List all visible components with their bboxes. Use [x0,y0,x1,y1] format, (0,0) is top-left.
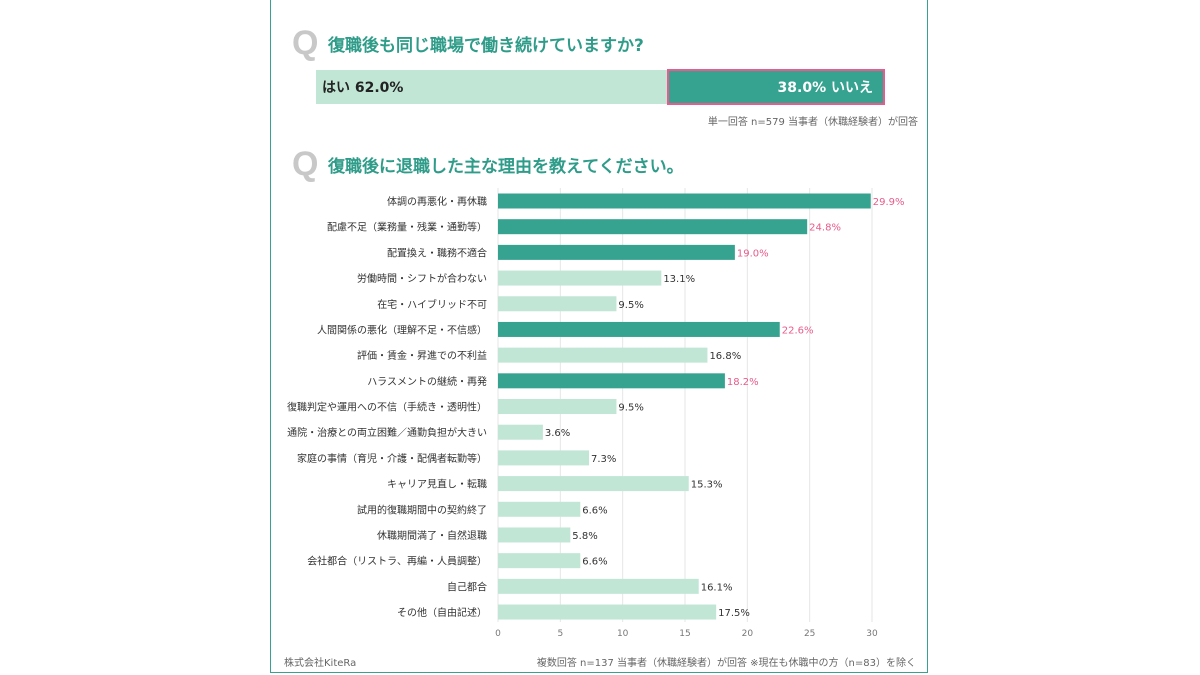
value-label: 9.5% [618,403,643,414]
bar [498,527,571,543]
value-label: 6.6% [582,505,607,516]
value-label: 6.6% [582,557,607,568]
bar [498,501,581,517]
x-tick-label: 20 [742,629,754,639]
yes-bar: はい 62.0% [316,70,667,104]
no-bar: 38.0% いいえ [667,69,885,105]
question-2-header: Q 復職後に退職した主な理由を教えてください。 [292,145,684,184]
category-label: 自己都合 [447,580,487,593]
bar [498,219,808,235]
category-label: 人間関係の悪化（理解不足・不信感） [317,323,487,336]
value-label: 22.6% [782,325,814,336]
question-1-header: Q 復職後も同じ職場で働き続けていますか? [292,24,644,63]
category-label: 通院・治療との両立困難／通勤負担が大きい [287,426,487,439]
category-label: キャリア見直し・転職 [387,478,487,491]
bar [498,373,725,389]
category-label: ハラスメントの継続・再発 [367,375,487,388]
value-label: 17.5% [718,608,750,619]
bar [498,424,543,440]
question-2-note: 複数回答 n=137 当事者（休職経験者）が回答 ※現在も休職中の方（n=83）… [536,658,916,669]
question-2-title: 復職後に退職した主な理由を教えてください。 [328,157,684,177]
category-label: 会社都合（リストラ、再編・人員調整） [307,555,487,568]
value-label: 19.0% [737,248,769,259]
value-label: 16.1% [701,582,733,593]
category-label: 労働時間・シフトが合わない [357,272,487,285]
q-icon: Q [292,145,319,183]
x-tick-label: 5 [557,629,563,639]
bar [498,604,717,620]
value-label: 15.3% [691,480,723,491]
x-tick-label: 0 [495,629,501,639]
category-label: 体調の再悪化・再休職 [387,195,487,208]
category-label: 評価・賃金・昇進での不利益 [357,349,487,362]
bar [498,578,699,594]
value-label: 29.9% [873,197,905,208]
value-label: 24.8% [809,223,841,234]
category-label: 在宅・ハイブリッド不可 [377,298,487,311]
x-tick-label: 10 [617,629,629,639]
bar [498,244,735,260]
category-label: 配慮不足（業務量・残業・通勤等） [327,221,487,234]
value-label: 16.8% [709,351,741,362]
category-label: 試用的復職期間中の契約終了 [357,503,487,516]
yes-label: はい 62.0% [322,80,404,96]
x-tick-label: 25 [804,629,815,639]
value-label: 18.2% [727,377,759,388]
x-tick-label: 30 [866,629,878,639]
bar [498,450,590,466]
value-label: 9.5% [618,300,643,311]
q-icon: Q [292,24,319,62]
no-label: 38.0% いいえ [777,80,873,96]
x-tick-label: 15 [679,629,690,639]
category-label: 休職期間満了・自然退職 [377,529,487,542]
bar [498,270,662,286]
category-label: その他（自由記述） [397,606,487,619]
value-label: 5.8% [572,531,597,542]
credit: 株式会社KiteRa [284,658,357,669]
bar [498,399,617,415]
bar [498,296,617,312]
bar [498,321,780,337]
question-1-title: 復職後も同じ職場で働き続けていますか? [328,36,644,56]
value-label: 3.6% [545,428,570,439]
value-label: 13.1% [663,274,695,285]
bar [498,553,581,569]
question-1-note: 単一回答 n=579 当事者（休職経験者）が回答 [707,117,918,128]
category-label: 配置換え・職務不適合 [387,246,487,259]
category-label: 復職判定や運用への不信（手続き・透明性） [287,401,487,414]
bar [498,193,871,209]
category-label: 家庭の事情（育児・介護・配偶者転勤等） [297,452,487,465]
bar [498,347,708,363]
value-label: 7.3% [591,454,616,465]
bar [498,476,689,492]
